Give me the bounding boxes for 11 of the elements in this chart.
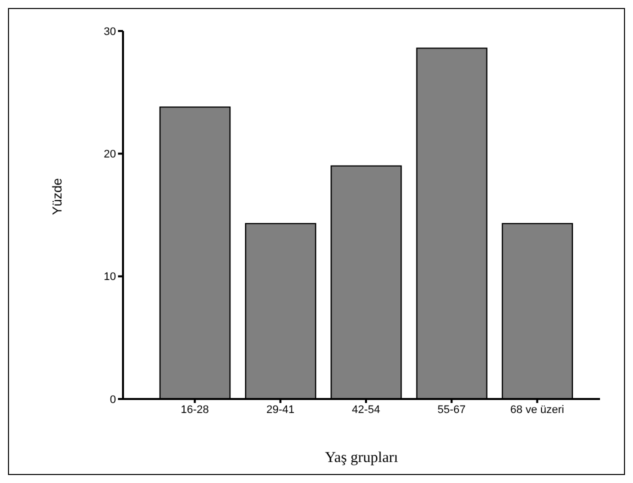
y-tick-label: 0	[110, 394, 116, 406]
x-axis-title: Yaş grupları	[324, 450, 398, 466]
x-tick-label: 55-67	[438, 404, 466, 416]
x-tick-label: 42-54	[352, 404, 380, 416]
y-tick-label: 30	[104, 26, 116, 38]
y-axis-title: Yüzde	[50, 178, 65, 215]
x-tick-label: 29-41	[266, 404, 294, 416]
y-tick-label: 20	[104, 148, 116, 161]
x-tick-label: 68 ve üzeri	[510, 404, 564, 416]
x-tick-label: 16-28	[180, 404, 209, 416]
y-tick-label: 10	[104, 271, 116, 284]
